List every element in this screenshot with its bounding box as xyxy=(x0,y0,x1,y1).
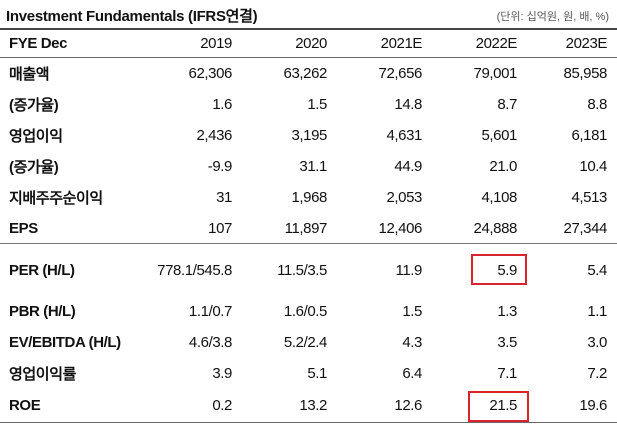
table-row: PBR (H/L) 1.1/0.7 1.6/0.5 1.5 1.3 1.1 xyxy=(0,296,617,327)
table-cell: 6,181 xyxy=(571,127,607,144)
year-2021e: 2021E xyxy=(380,35,423,52)
row-label: 영업이익 xyxy=(9,128,63,145)
table-cell: 3.9 xyxy=(212,365,232,382)
table-cell: 21.0 xyxy=(489,158,517,175)
row-label: EV/EBITDA (H/L) xyxy=(9,334,121,351)
table-cell: 4,108 xyxy=(481,189,517,206)
header-label: FYE Dec xyxy=(9,35,68,52)
table-cell: 3.0 xyxy=(587,334,607,351)
table-cell: 5.1 xyxy=(307,365,327,382)
table-cell: 1.5 xyxy=(307,96,327,113)
table-cell: 19.6 xyxy=(579,397,607,414)
table-row: 영업이익률 3.9 5.1 6.4 7.1 7.2 xyxy=(0,358,617,389)
table-cell: 4,513 xyxy=(571,189,607,206)
header-rule xyxy=(0,57,617,58)
table-cell: 7.2 xyxy=(587,365,607,382)
table-cell: 5.2/2.4 xyxy=(283,334,327,351)
row-label: EPS xyxy=(9,219,38,237)
table-row: 지배주주순이익 31 1,968 2,053 4,108 4,513 xyxy=(0,182,617,213)
table-cell: 12.6 xyxy=(394,397,422,414)
table-cell: 4,631 xyxy=(386,127,422,144)
row-label: PER (H/L) xyxy=(9,261,75,279)
table-row: ROE 0.2 13.2 12.6 21.5 19.6 xyxy=(0,389,617,422)
table-cell: 6.4 xyxy=(402,365,422,382)
table-row: 매출액 62,306 63,262 72,656 79,001 85,958 xyxy=(0,58,617,89)
table-cell: 85,958 xyxy=(563,65,608,82)
row-label: 매출액 xyxy=(9,66,50,83)
year-2019: 2019 xyxy=(200,35,232,52)
table-cell: 5.4 xyxy=(587,261,607,279)
year-2020: 2020 xyxy=(295,35,327,52)
table-cell: -9.9 xyxy=(207,158,233,175)
table-cell: 107 xyxy=(208,219,232,237)
table-cell: 0.2 xyxy=(212,397,232,414)
table-cell: 31.1 xyxy=(299,158,327,175)
header-row: FYE Dec 2019 2020 2021E 2022E 2023E xyxy=(0,30,617,57)
table-cell: 44.9 xyxy=(394,158,422,175)
table-cell: 10.4 xyxy=(579,158,607,175)
row-label: (증가율) xyxy=(9,97,59,114)
table-title: Investment Fundamentals (IFRS연결) xyxy=(6,8,258,25)
table-cell: 1.3 xyxy=(497,303,517,320)
table-cell: 2,053 xyxy=(386,189,422,206)
table-cell: 63,262 xyxy=(283,65,328,82)
table-cell: 8.8 xyxy=(587,96,607,113)
row-label: 지배주주순이익 xyxy=(9,190,103,207)
table-cell: 1.6/0.5 xyxy=(283,303,327,320)
highlight-box-per-2022e xyxy=(471,254,527,285)
row-label: (증가율) xyxy=(9,159,59,176)
table-cell: 1.6 xyxy=(212,96,232,113)
table-cell: 4.3 xyxy=(402,334,422,351)
table-cell: 21.5 xyxy=(489,397,517,414)
table-cell: 2,436 xyxy=(196,127,232,144)
highlight-box-roe-2022e xyxy=(468,391,529,422)
table-cell: 14.8 xyxy=(394,96,422,113)
table-cell: 1.1 xyxy=(587,303,607,320)
table-cell: 62,306 xyxy=(188,65,233,82)
row-label: ROE xyxy=(9,397,41,414)
year-2022e: 2022E xyxy=(475,35,518,52)
table-row: PER (H/L) 778.1/545.8 11.5/3.5 11.9 5.9 … xyxy=(0,244,617,296)
row-label: PBR (H/L) xyxy=(9,303,76,320)
table-row: (증가율) 1.6 1.5 14.8 8.7 8.8 xyxy=(0,89,617,120)
table-cell: 3,195 xyxy=(291,127,327,144)
table-cell: 11.9 xyxy=(395,261,423,279)
table-cell: 27,344 xyxy=(563,219,608,237)
table-cell: 4.6/3.8 xyxy=(188,334,232,351)
table-cell: 8.7 xyxy=(497,96,517,113)
table-row: (증가율) -9.9 31.1 44.9 21.0 10.4 xyxy=(0,151,617,182)
year-2023e: 2023E xyxy=(565,35,608,52)
table-cell: 5.9 xyxy=(497,261,517,279)
table-cell: 1.1/0.7 xyxy=(188,303,232,320)
unit-note: (단위: 십억원, 원, 배, %) xyxy=(496,11,609,23)
table-row: EV/EBITDA (H/L) 4.6/3.8 5.2/2.4 4.3 3.5 … xyxy=(0,327,617,358)
table-row: EPS 107 11,897 12,406 24,888 27,344 xyxy=(0,213,617,243)
table-cell: 24,888 xyxy=(473,219,518,237)
table-cell: 11.5/3.5 xyxy=(277,261,327,279)
table-cell: 1.5 xyxy=(402,303,422,320)
table-cell: 13.2 xyxy=(299,397,327,414)
table-cell: 1,968 xyxy=(291,189,327,206)
table-row: 영업이익 2,436 3,195 4,631 5,601 6,181 xyxy=(0,120,617,151)
table-cell: 7.1 xyxy=(497,365,517,382)
top-rule xyxy=(0,28,617,30)
bottom-rule xyxy=(0,422,617,423)
section-rule xyxy=(0,243,617,244)
table-cell: 31 xyxy=(216,189,232,206)
table-cell: 72,656 xyxy=(378,65,423,82)
table-cell: 3.5 xyxy=(497,334,517,351)
table-cell: 778.1/545.8 xyxy=(157,261,232,279)
table-cell: 12,406 xyxy=(378,219,423,237)
table-cell: 79,001 xyxy=(473,65,518,82)
row-label: 영업이익률 xyxy=(9,366,77,383)
table-cell: 5,601 xyxy=(481,127,517,144)
table-cell: 11,897 xyxy=(284,219,328,237)
